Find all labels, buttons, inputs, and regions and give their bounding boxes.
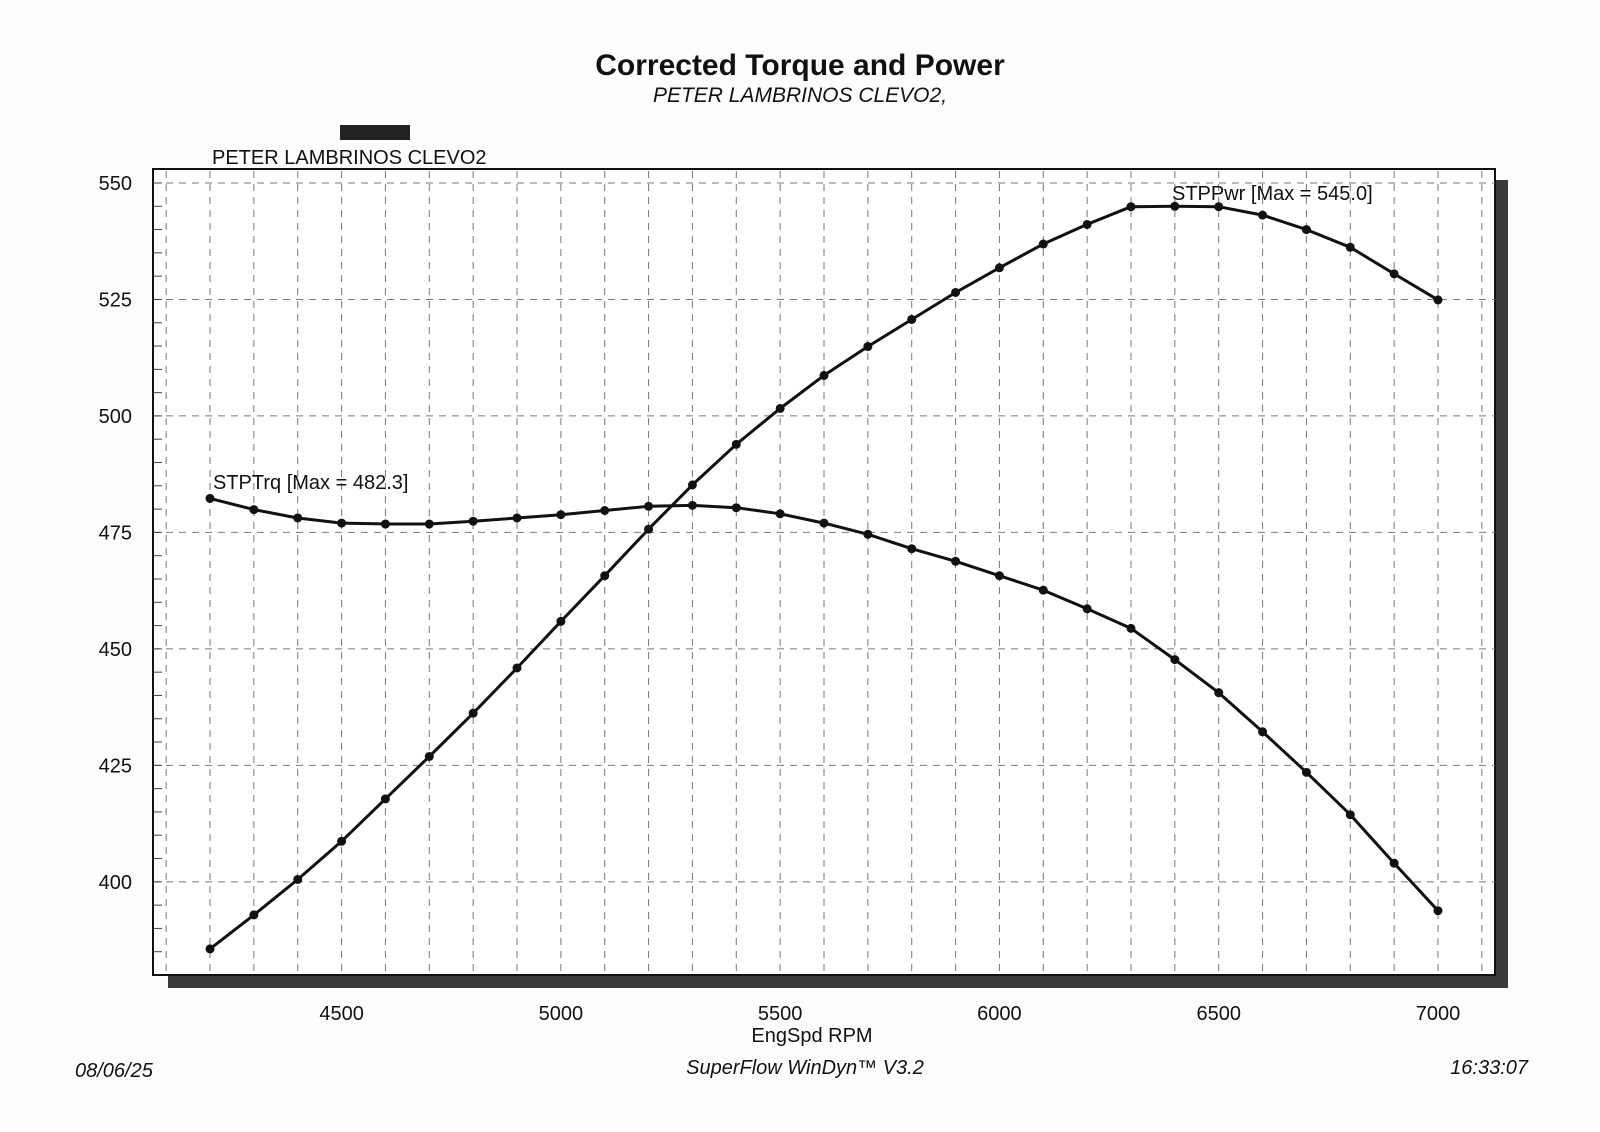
x-tick-label: 6500	[1196, 1003, 1241, 1025]
data-point-stptrq	[731, 503, 741, 513]
data-point-stppwr	[1258, 210, 1268, 220]
x-tick-label: 6000	[977, 1003, 1022, 1025]
data-point-stptrq	[1038, 585, 1048, 595]
data-point-stppwr	[907, 314, 917, 324]
y-axis-ticks: 400 425 450 475 500 525 550	[99, 173, 132, 894]
x-tick-label: 7000	[1416, 1003, 1461, 1025]
y-tick-label: 425	[99, 755, 132, 777]
data-point-stppwr	[1389, 269, 1399, 279]
data-point-stppwr	[1170, 201, 1180, 211]
data-point-stppwr	[249, 910, 259, 920]
data-point-stptrq	[819, 518, 829, 528]
x-axis-ticks: 4500 5000 5500 6000 6500 7000	[319, 1003, 1460, 1025]
data-point-stptrq	[994, 571, 1004, 581]
chart-subtitle: PETER LAMBRINOS CLEVO2,	[653, 84, 947, 107]
data-point-stppwr	[731, 439, 741, 449]
data-point-stptrq	[863, 529, 873, 539]
y-tick-label: 550	[99, 173, 132, 195]
data-point-stppwr	[1038, 239, 1048, 249]
data-point-stptrq	[1170, 655, 1180, 665]
y-tick-label: 500	[99, 406, 132, 428]
data-point-stptrq	[293, 513, 303, 523]
data-point-stptrq	[556, 510, 566, 520]
data-point-stptrq	[1082, 604, 1092, 614]
data-point-stppwr	[1214, 202, 1224, 212]
data-point-stppwr	[1345, 242, 1355, 252]
y-tick-label: 450	[99, 639, 132, 661]
data-point-stppwr	[600, 571, 610, 581]
power-annotation: STPPwr [Max = 545.0]	[1172, 183, 1373, 205]
data-point-stppwr	[644, 524, 654, 534]
plot-shadow-bottom	[168, 975, 1508, 988]
legend-entry: PETER LAMBRINOS CLEVO2	[212, 147, 487, 169]
data-point-stppwr	[1433, 295, 1443, 305]
y-tick-label: 525	[99, 289, 132, 311]
data-point-stppwr	[863, 342, 873, 352]
data-point-stptrq	[468, 516, 478, 526]
footer-date: 08/06/25	[75, 1060, 154, 1082]
data-point-stptrq	[1214, 688, 1224, 698]
data-point-stptrq	[600, 506, 610, 516]
data-point-stppwr	[293, 874, 303, 884]
data-point-stppwr	[1126, 202, 1136, 212]
footer-time: 16:33:07	[1450, 1057, 1529, 1079]
data-point-stptrq	[205, 493, 215, 503]
y-tick-label: 475	[99, 522, 132, 544]
data-point-stptrq	[907, 544, 917, 554]
data-point-stptrq	[1258, 727, 1268, 737]
data-point-stptrq	[687, 500, 697, 510]
x-tick-label: 5000	[539, 1003, 584, 1025]
data-point-stppwr	[1082, 219, 1092, 229]
data-point-stppwr	[424, 751, 434, 761]
data-point-stptrq	[951, 556, 961, 566]
grid	[153, 171, 1495, 973]
data-point-stptrq	[644, 501, 654, 511]
legend-swatch	[340, 125, 410, 140]
data-point-stptrq	[775, 509, 785, 519]
chart-title: Corrected Torque and Power	[595, 49, 1005, 82]
data-point-stptrq	[1126, 623, 1136, 633]
data-point-stppwr	[819, 370, 829, 380]
data-point-stptrq	[424, 519, 434, 529]
data-point-stptrq	[380, 519, 390, 529]
data-point-stppwr	[205, 944, 215, 954]
data-point-stptrq	[249, 505, 259, 515]
data-point-stppwr	[337, 836, 347, 846]
series	[205, 201, 1443, 954]
data-point-stppwr	[556, 616, 566, 626]
x-tick-label: 4500	[319, 1003, 364, 1025]
data-point-stptrq	[1301, 767, 1311, 777]
data-point-stppwr	[951, 287, 961, 297]
data-point-stppwr	[994, 263, 1004, 273]
x-tick-label: 5500	[758, 1003, 803, 1025]
data-point-stppwr	[1301, 225, 1311, 235]
data-point-stppwr	[468, 708, 478, 718]
data-point-stptrq	[1389, 858, 1399, 868]
data-point-stptrq	[512, 513, 522, 523]
data-point-stptrq	[1433, 906, 1443, 916]
footer-software: SuperFlow WinDyn™ V3.2	[686, 1057, 924, 1079]
data-point-stppwr	[687, 480, 697, 490]
data-point-stptrq	[337, 518, 347, 528]
data-point-stppwr	[512, 663, 522, 673]
plot-shadow-right	[1494, 180, 1508, 988]
data-point-stptrq	[1345, 810, 1355, 820]
y-tick-label: 400	[99, 872, 132, 894]
data-point-stppwr	[380, 794, 390, 804]
data-point-stppwr	[775, 403, 785, 413]
x-axis-label: EngSpd RPM	[751, 1025, 872, 1047]
torque-annotation: STPTrq [Max = 482.3]	[213, 472, 408, 494]
